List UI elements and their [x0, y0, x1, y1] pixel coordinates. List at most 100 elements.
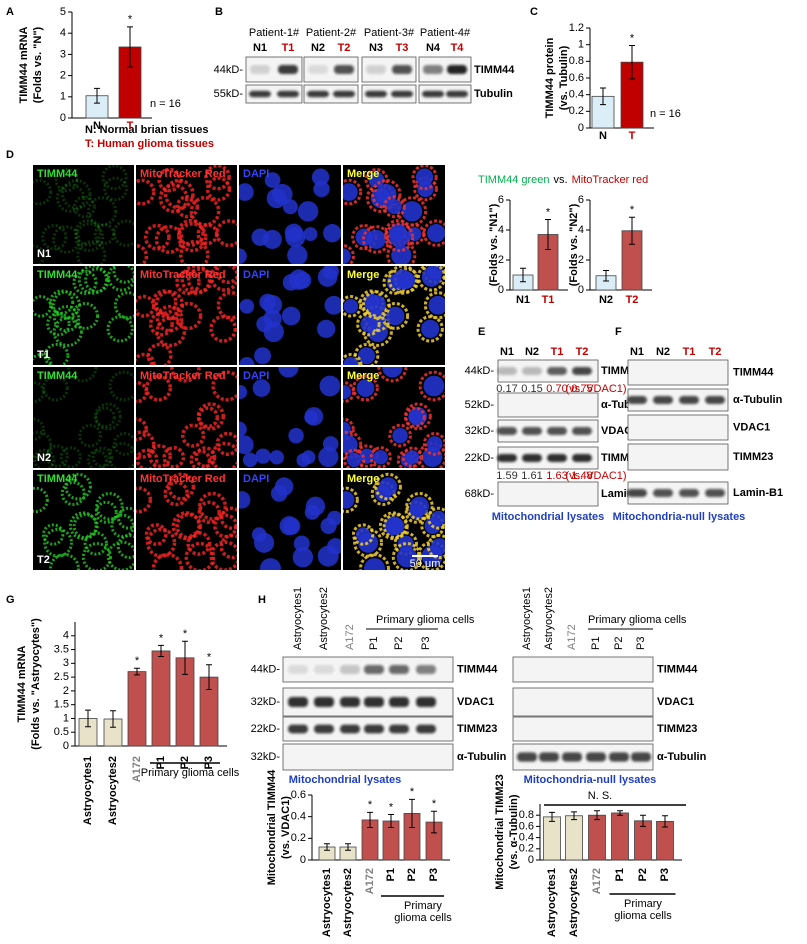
channel-label: MitoTracker Red — [140, 269, 226, 281]
nucleus — [297, 201, 319, 222]
y-tick-label: 0.4 — [291, 811, 306, 823]
nucleus — [382, 367, 403, 378]
panel-letter: C — [530, 6, 538, 18]
bar — [127, 671, 147, 747]
channel-label: DAPI — [243, 269, 269, 281]
error-bar — [388, 814, 394, 828]
nucleus — [387, 517, 405, 535]
nucleus — [317, 267, 338, 287]
stain — [101, 165, 128, 191]
stain — [106, 315, 134, 343]
bar — [151, 650, 171, 747]
lane-label: T3 — [396, 42, 409, 54]
protein-label: TIMM44 — [474, 64, 515, 76]
blot-band — [277, 90, 299, 98]
lane-label: N1 — [500, 346, 514, 358]
quantification: 0.75 — [571, 383, 592, 395]
stain — [72, 269, 98, 295]
micrograph — [33, 266, 134, 365]
y-tick-label: 0.4 — [569, 89, 584, 101]
stain — [210, 441, 237, 468]
error-bar — [345, 843, 351, 851]
micrograph — [136, 470, 237, 570]
channel-label: MitoTracker Red — [140, 168, 226, 180]
lane-label: A172 — [344, 624, 356, 650]
x-tick-label: Astryocytes2 — [342, 868, 354, 937]
stain — [33, 381, 45, 403]
marker-label: 52kD- — [465, 399, 495, 411]
quantification: 0.17 — [496, 383, 517, 395]
lane-label: P1 — [590, 637, 602, 650]
nucleus — [408, 410, 422, 425]
micrograph — [136, 266, 237, 365]
nucleus — [288, 269, 310, 290]
y-tick-label: 0.8 — [569, 55, 584, 67]
blot-band — [609, 752, 629, 762]
error-bar — [431, 810, 437, 834]
stain — [52, 316, 83, 347]
significance-marker: * — [630, 32, 635, 44]
blot-band — [679, 396, 699, 404]
stain — [60, 480, 86, 506]
error-bar — [603, 270, 609, 282]
channel-label: TIMM44 — [37, 370, 78, 382]
stain — [381, 302, 410, 330]
blot-band — [364, 696, 384, 708]
nucleus — [262, 295, 283, 315]
stain — [41, 224, 68, 251]
stain — [53, 305, 81, 333]
nucleus — [431, 538, 445, 555]
blot-strip — [497, 392, 599, 418]
x-tick-label: N2 — [599, 294, 613, 306]
quantification: 1.48 — [571, 470, 592, 482]
stain — [43, 527, 73, 558]
stain — [374, 472, 402, 501]
error-bar — [94, 87, 100, 104]
error-bar — [629, 216, 635, 245]
channel-label: Merge — [347, 168, 379, 180]
error-bar — [409, 798, 415, 828]
stain — [186, 531, 212, 556]
stain — [197, 500, 221, 525]
nucleus — [423, 375, 445, 397]
blot-band — [522, 367, 542, 375]
stain — [108, 370, 134, 402]
nucleus — [239, 385, 248, 400]
stain — [55, 183, 86, 213]
nucleus — [282, 199, 298, 215]
stain — [107, 442, 134, 468]
patient-label: Patient-4# — [420, 27, 471, 39]
blot-band — [517, 752, 537, 762]
nucleus — [239, 421, 247, 437]
stain — [136, 178, 156, 206]
significance-marker: * — [410, 786, 415, 798]
blot-band — [422, 90, 444, 98]
y-tick-label: 3 — [60, 48, 66, 60]
x-tick-label: T1 — [542, 294, 555, 306]
group-label: Primary — [624, 898, 662, 910]
micrograph — [343, 266, 445, 365]
nucleus — [269, 450, 284, 465]
micrograph-bg — [33, 165, 134, 264]
blot-band — [522, 454, 542, 462]
stain — [33, 448, 56, 468]
stain — [67, 367, 98, 383]
stain — [51, 225, 81, 254]
y-axis-label: (vs. VDAC1) — [280, 796, 292, 859]
blot-band — [365, 90, 387, 98]
stain — [154, 290, 185, 320]
y-tick-label: 1 — [60, 91, 66, 103]
y-tick-label: 4 — [60, 27, 66, 39]
nucleus — [323, 224, 341, 243]
x-tick-label: P2 — [406, 868, 418, 881]
nucleus — [305, 496, 326, 516]
caption: Mitochondria-null lysates — [524, 774, 657, 786]
error-bar — [324, 843, 330, 851]
stain — [196, 402, 226, 431]
nucleus — [343, 385, 352, 400]
lane-label: P3 — [420, 637, 432, 650]
nucleus — [327, 538, 341, 555]
nucleus — [242, 452, 258, 468]
stain — [106, 540, 134, 570]
error-bar — [640, 814, 646, 827]
